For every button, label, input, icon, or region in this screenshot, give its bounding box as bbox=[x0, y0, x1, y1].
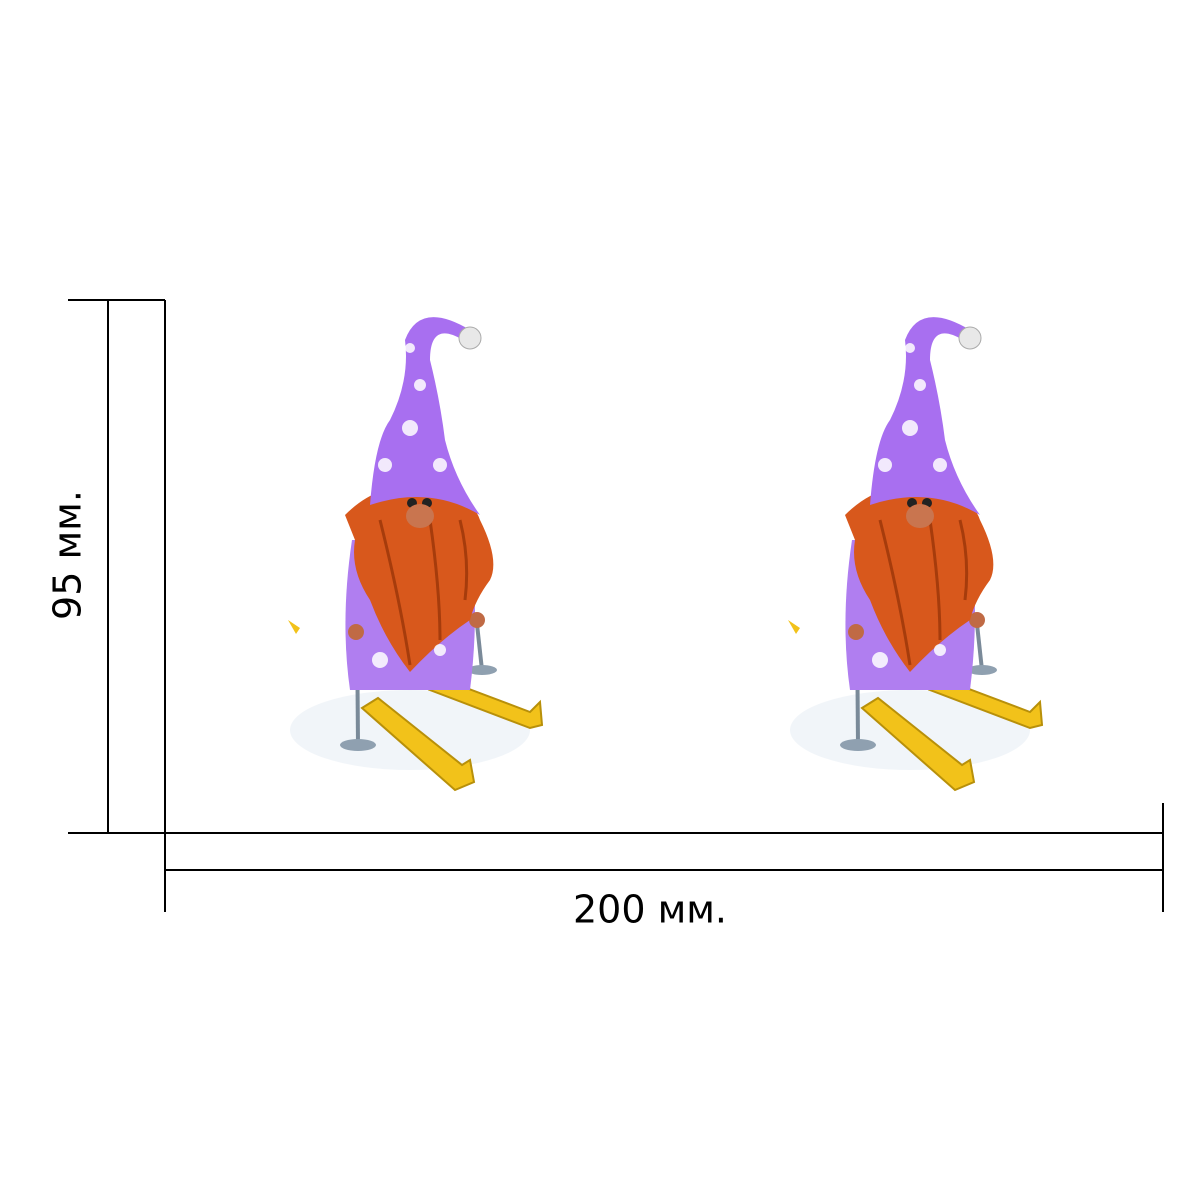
width-label: 200 мм. bbox=[573, 888, 727, 932]
height-label: 95 мм. bbox=[46, 490, 90, 620]
gnome-image bbox=[786, 315, 1044, 792]
gnome-image bbox=[286, 315, 544, 792]
